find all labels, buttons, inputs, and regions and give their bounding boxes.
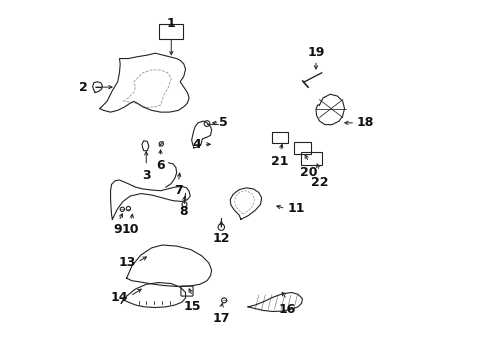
Text: 1: 1 [166, 17, 175, 30]
Text: 6: 6 [156, 158, 164, 172]
FancyBboxPatch shape [159, 23, 183, 39]
Text: 21: 21 [271, 155, 288, 168]
Text: 3: 3 [142, 169, 150, 182]
Text: 13: 13 [118, 256, 135, 269]
Text: 2: 2 [79, 81, 88, 94]
Text: 11: 11 [287, 202, 304, 215]
Text: 17: 17 [212, 312, 229, 325]
Text: 20: 20 [300, 166, 317, 179]
Text: 14: 14 [111, 291, 128, 305]
Text: 10: 10 [121, 223, 139, 236]
Text: 19: 19 [306, 46, 324, 59]
Text: 5: 5 [219, 116, 228, 129]
Text: 8: 8 [179, 205, 188, 218]
Text: 15: 15 [183, 300, 201, 313]
Text: 22: 22 [310, 176, 327, 189]
Text: 7: 7 [174, 184, 183, 197]
Text: 18: 18 [356, 116, 374, 129]
Text: 9: 9 [113, 223, 122, 236]
Text: 12: 12 [212, 232, 229, 245]
Text: 4: 4 [192, 138, 201, 151]
Text: 16: 16 [278, 303, 295, 316]
